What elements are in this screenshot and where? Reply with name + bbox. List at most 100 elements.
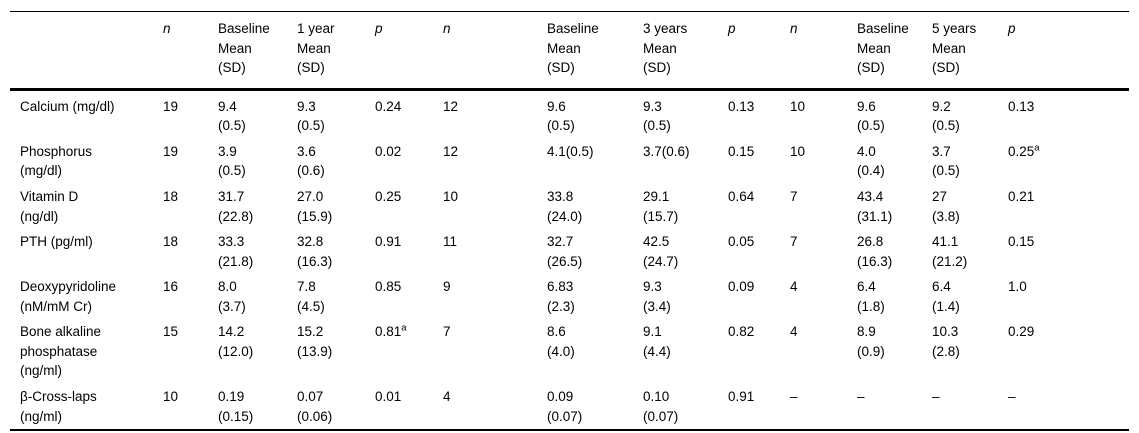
column-header-8: p [728,21,736,36]
column-header-7: 3 years Mean (SD) [643,21,688,76]
data-cell: 1.0 [1008,279,1027,295]
data-cell: 0.13 [1008,98,1035,114]
table-row: Phosphorus (mg/dl) 19 3.9 (0.5) 3.6 (0.6) 0.02 1… [10,139,1129,184]
data-cell: 3.9 (0.5) [218,143,246,179]
data-cell: 7 [443,324,451,340]
column-header-5: n [443,21,451,36]
column-header-4: p [375,21,383,36]
data-cell: 4.0 (0.4) [857,143,885,179]
data-cell: 29.1 (15.7) [643,188,679,224]
data-cell: 0.85 [375,279,402,295]
data-cell: 4 [790,324,798,340]
data-cell: 0.19 (0.15) [218,389,254,424]
data-cell: 27.0 (15.9) [297,188,333,224]
data-cell: 42.5 (24.7) [643,234,679,269]
data-cell: 0.91 [375,234,402,250]
row-label: Bone alkaline phosphatase (ng/ml) [20,324,102,379]
row-label: Phosphorus (mg/dl) [20,143,93,179]
data-cell: 7.8 (4.5) [297,279,325,314]
column-header-9: n [790,21,798,36]
data-cell: 9.3 (0.5) [297,98,325,134]
data-cell: 0.01 [375,389,402,404]
column-header-11: 5 years Mean (SD) [932,21,977,76]
data-cell: 0.29 [1008,324,1035,340]
footnote-marker: a [1034,142,1040,154]
data-cell: 0.64 [728,188,755,204]
row-label: Deoxypyridoline (nM/mM Cr) [20,279,117,314]
data-cell: – [857,389,865,404]
data-cell: – [1008,389,1016,404]
data-cell: 8.9 (0.9) [857,324,885,359]
data-cell: 0.25a [1008,142,1040,159]
data-cell: 14.2 (12.0) [218,324,254,359]
data-cell: 6.4 (1.8) [857,279,885,314]
results-table: n Baseline Mean (SD) 1 year Mean (SD) p n Baselin… [10,11,1129,432]
header-row: n Baseline Mean (SD) 1 year Mean (SD) p n Baselin… [10,12,1129,90]
column-header-0 [10,12,163,90]
table-row: Calcium (mg/dl) 19 9.4 (0.5) 9.3 (0.5) 0.24 12 9… [10,89,1129,139]
data-cell: 0.13 [728,98,755,114]
data-cell: 18 [163,188,179,204]
data-cell: 0.07 (0.06) [297,389,333,424]
row-label: PTH (pg/ml) [20,234,93,250]
data-cell: 0.09 (0.07) [547,389,583,424]
data-cell: 4 [790,279,798,295]
data-cell: 9.4 (0.5) [218,98,246,134]
data-cell: 33.8 (24.0) [547,188,583,224]
data-cell: 0.21 [1008,188,1035,204]
table-row: PTH (pg/ml) 18 33.3 (21.8) 32.8 (16.3) 0.91 11 3… [10,229,1129,274]
row-label: β-Cross-laps (ng/ml) [20,389,97,424]
table-body: Calcium (mg/dl) 19 9.4 (0.5) 9.3 (0.5) 0.24 12 9… [10,89,1129,430]
data-cell: 0.05 [728,234,755,250]
data-cell: 6.4 (1.4) [932,279,960,314]
data-cell: 0.81a [375,322,407,340]
data-cell: 10 [790,98,806,114]
data-cell: 0.25 [375,188,402,204]
data-cell: – [932,389,940,404]
data-cell: 9.6 (0.5) [857,98,885,134]
column-header-3: 1 year Mean (SD) [297,21,335,76]
data-cell: 32.8 (16.3) [297,234,333,269]
data-cell: 0.91 [728,389,755,404]
data-cell: 26.8 (16.3) [857,234,893,269]
data-cell: 7 [790,234,798,250]
data-cell: 8.6 (4.0) [547,324,575,359]
data-cell: 0.15 [1008,234,1035,250]
data-cell: 9.3 (0.5) [643,98,671,134]
footnote-marker: a [401,322,407,334]
data-cell: 9.6 (0.5) [547,98,575,134]
data-cell: 12 [443,143,459,159]
data-cell: 4.1(0.5) [547,143,594,159]
data-cell: 0.10 (0.07) [643,389,679,424]
data-cell: 0.09 [728,279,755,295]
data-cell: 12 [443,98,459,114]
data-cell: 32.7 (26.5) [547,234,583,269]
data-cell: 9.2 (0.5) [932,98,960,134]
column-header-12: p [1008,21,1016,36]
column-header-10: Baseline Mean (SD) [857,21,909,76]
table-row: Vitamin D (ng/dl) 18 31.7 (22.8) 27.0 (15.9) 0.… [10,184,1129,229]
data-cell: 3.6 (0.6) [297,143,325,179]
data-cell: 9.3 (3.4) [643,279,671,314]
column-header-1: n [163,21,171,36]
data-cell: 15.2 (13.9) [297,324,333,359]
row-label: Calcium (mg/dl) [20,98,115,114]
data-cell: 9 [443,279,451,295]
table-row: Bone alkaline phosphatase (ng/ml) 15 14.2 (12… [10,319,1129,384]
table-row: Deoxypyridoline (nM/mM Cr) 16 8.0 (3.7) 7.8 (4… [10,274,1129,319]
data-cell: 19 [163,98,179,114]
data-cell: 9.1 (4.4) [643,324,671,359]
data-cell: 10.3 (2.8) [932,324,960,359]
data-cell: 10 [790,143,806,159]
data-cell: 19 [163,143,179,159]
data-cell: 33.3 (21.8) [218,234,254,269]
data-cell: 8.0 (3.7) [218,279,246,314]
data-cell: 10 [163,389,179,404]
data-cell: 0.15 [728,143,755,159]
data-cell: – [790,389,798,404]
data-cell: 41.1 (21.2) [932,234,968,269]
data-cell: 11 [443,234,458,250]
data-cell: 0.82 [728,324,755,340]
data-cell: 10 [443,188,459,204]
column-header-6: Baseline Mean (SD) [547,21,599,76]
